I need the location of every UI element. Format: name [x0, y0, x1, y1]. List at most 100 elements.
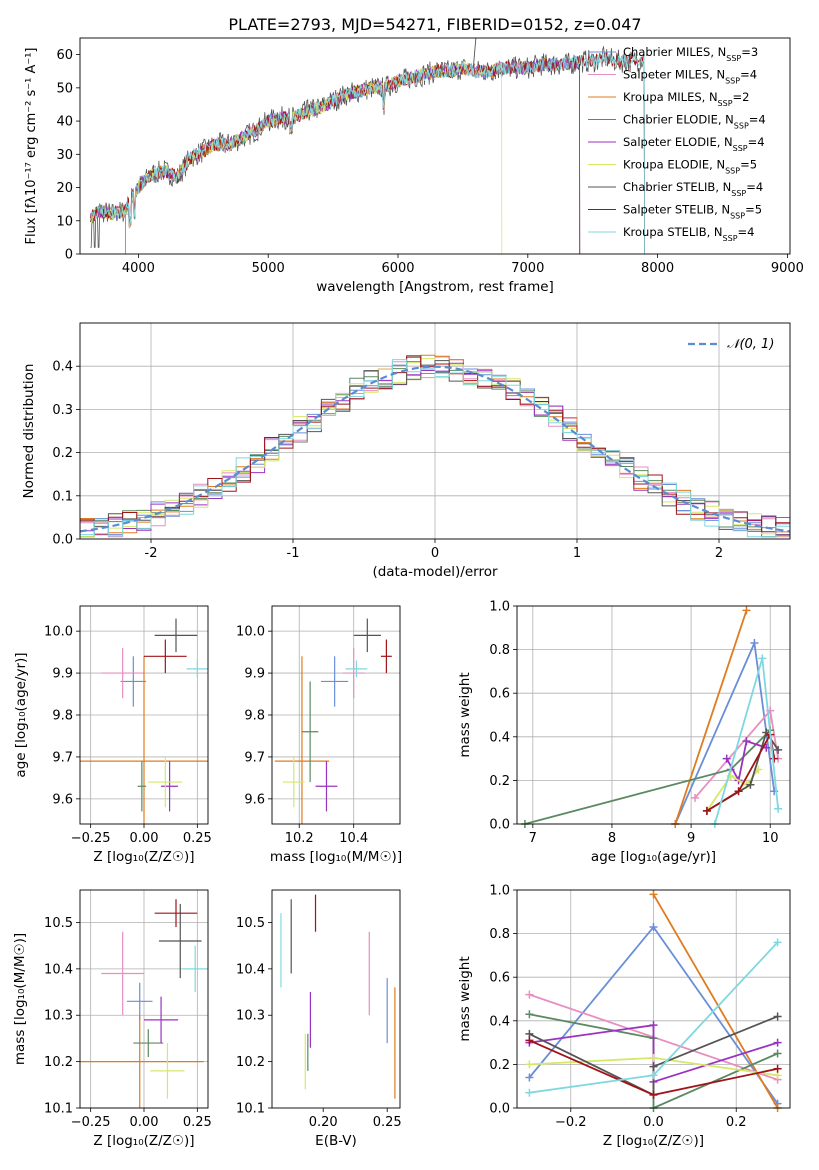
- y-tick-label: 0.0: [52, 533, 73, 548]
- y-axis-label: mass [log₁₀(M/M☉)]: [12, 933, 28, 1065]
- y-tick-label: 9.9: [244, 667, 265, 682]
- y-tick-label: 10.0: [236, 625, 265, 640]
- weight-marker: [649, 1090, 658, 1099]
- x-tick-label: 1: [573, 546, 581, 561]
- y-axis-label: mass weight: [457, 672, 473, 757]
- x-axis-label: Z [log₁₀(Z/Z☉)]: [93, 849, 194, 865]
- y-tick-label: 0.2: [489, 774, 510, 789]
- x-tick-label: 4000: [122, 261, 155, 276]
- legend-entry: Salpeter MILES, NSSP=4: [623, 68, 757, 86]
- weight-marker: [774, 745, 783, 754]
- weight-marker: [649, 890, 658, 899]
- weight-marker: [722, 754, 731, 763]
- y-tick-label: 20: [56, 181, 73, 196]
- weight-marker: [774, 804, 783, 813]
- y-tick-label: 0.4: [489, 1014, 510, 1029]
- spectrum-line-chabrier-stelib: [90, 45, 645, 254]
- legend-entry: Chabrier STELIB, NSSP=4: [623, 180, 763, 198]
- y-tick-label: 9.6: [244, 792, 265, 807]
- axes-frame: [271, 889, 401, 1109]
- age-vs-metallicity-panel: −0.25 0.00 0.25 9.6 9.7 9.8 9.9 10.0 Z [log₁₀(Z/…: [13, 605, 212, 865]
- weight-marker: [525, 1010, 534, 1019]
- axes-frame: [79, 889, 209, 1109]
- y-tick-label: 10.1: [44, 1102, 73, 1117]
- y-tick-label: 0.8: [489, 643, 510, 658]
- weight-marker: [773, 1038, 782, 1047]
- weight-marker: [525, 990, 534, 999]
- x-tick-label: 10.4: [339, 831, 368, 846]
- axes-frame: [79, 37, 791, 255]
- x-tick-label: 9: [687, 831, 695, 846]
- weight-marker: [758, 654, 767, 663]
- weight-marker: [649, 1053, 658, 1062]
- y-tick-label: 0.2: [489, 1058, 510, 1073]
- y-tick-label: 1.0: [489, 884, 510, 899]
- spectrum-line-kroupa-stelib: [90, 53, 645, 254]
- legend-entry: Salpeter ELODIE, NSSP=4: [623, 135, 765, 153]
- x-tick-label: 9000: [771, 261, 804, 276]
- x-tick-label: 0.00: [130, 1115, 159, 1130]
- y-tick-label: 10.5: [236, 916, 265, 931]
- x-axis-label: Z [log₁₀(Z/Z☉)]: [603, 1133, 704, 1149]
- y-tick-label: 0.4: [52, 360, 73, 375]
- x-tick-label: 0.2: [726, 1115, 747, 1130]
- figure-title: PLATE=2793, MJD=54271, FIBERID=0152, z=0…: [228, 15, 641, 34]
- spectrum-line-kroupa-elodie: [90, 61, 503, 254]
- spectrum-line-salpeter-elodie: [90, 57, 581, 254]
- weight-marker: [649, 1021, 658, 1030]
- weight-marker: [691, 793, 700, 802]
- histogram-kroupa-stelib: [80, 359, 790, 538]
- y-tick-label: 40: [56, 115, 73, 130]
- x-tick-label: -2: [145, 546, 158, 561]
- y-axis-label: Flux [fλ10⁻¹⁷ erg cm⁻² s⁻¹ A⁻¹]: [24, 48, 39, 245]
- legend-entry: Kroupa MILES, NSSP=2: [623, 90, 749, 108]
- y-tick-label: 9.8: [244, 709, 265, 724]
- y-tick-label: 10.4: [236, 962, 265, 977]
- axes-frame: [516, 889, 791, 1109]
- y-tick-label: 0.0: [489, 818, 510, 833]
- y-axis-label: Normed distribution: [21, 364, 37, 499]
- y-tick-label: 1.0: [489, 600, 510, 615]
- spectrum-line-chabrier-elodie: [90, 56, 581, 254]
- x-axis-label: wavelength [Angstrom, rest frame]: [316, 279, 554, 295]
- weight-marker: [734, 787, 743, 796]
- weight-marker: [742, 606, 751, 615]
- y-tick-label: 0.6: [489, 687, 510, 702]
- y-tick-label: 10: [56, 214, 73, 229]
- legend-entry: Kroupa STELIB, NSSP=4: [623, 225, 754, 243]
- y-tick-label: 60: [56, 48, 73, 63]
- age-vs-mass-panel: 10.2 10.4 9.6 9.7 9.8 9.9 10.0 mass [log₁₀(M/M☉…: [236, 605, 402, 865]
- x-tick-label: 2: [715, 546, 723, 561]
- y-tick-label: 10.2: [236, 1055, 265, 1070]
- x-tick-label: 0.25: [183, 1115, 212, 1130]
- x-tick-label: 7000: [511, 261, 544, 276]
- y-tick-label: 0.3: [52, 403, 73, 418]
- spectrum-line-chabrier-miles: [90, 56, 581, 254]
- y-tick-label: 9.7: [52, 750, 73, 765]
- weight-line-kroupa-miles: [674, 610, 748, 824]
- x-tick-label: 0: [431, 546, 439, 561]
- weight-marker: [649, 1062, 658, 1071]
- axes-frame: [79, 605, 209, 825]
- y-tick-label: 0.2: [52, 446, 73, 461]
- mass-weight-vs-metallicity-panel: −0.2 0.0 0.2 0.0 0.2 0.4 0.6 0.8 1.0 Z [log₁₀(Z/Z…: [457, 884, 791, 1149]
- y-tick-label: 10.1: [236, 1102, 265, 1117]
- weight-marker: [525, 1073, 534, 1082]
- legend-entry-normal: 𝒩(0, 1): [727, 337, 774, 352]
- axes-frame: [79, 322, 791, 540]
- y-tick-label: 10.2: [44, 1055, 73, 1070]
- y-tick-label: 0.1: [52, 489, 73, 504]
- y-tick-label: 0.6: [489, 971, 510, 986]
- x-axis-label: (data-model)/error: [372, 564, 498, 580]
- weight-marker: [742, 737, 751, 746]
- spectrum-line-kroupa-miles: [90, 56, 581, 254]
- x-tick-label: 0.25: [373, 1115, 402, 1130]
- weight-line-chabrier-stelib: [529, 1015, 778, 1097]
- mass-weight-vs-age-panel: 7 8 9 10 0.0 0.2 0.4 0.6 0.8 1.0 age [log₁₀(age/yr…: [457, 600, 791, 865]
- axes-frame: [516, 605, 791, 825]
- x-tick-label: 5000: [252, 261, 285, 276]
- legend-entry: Chabrier ELODIE, NSSP=4: [623, 113, 766, 131]
- x-tick-label: 0.20: [309, 1115, 338, 1130]
- weight-marker: [773, 938, 782, 947]
- y-tick-label: 10.3: [236, 1009, 265, 1024]
